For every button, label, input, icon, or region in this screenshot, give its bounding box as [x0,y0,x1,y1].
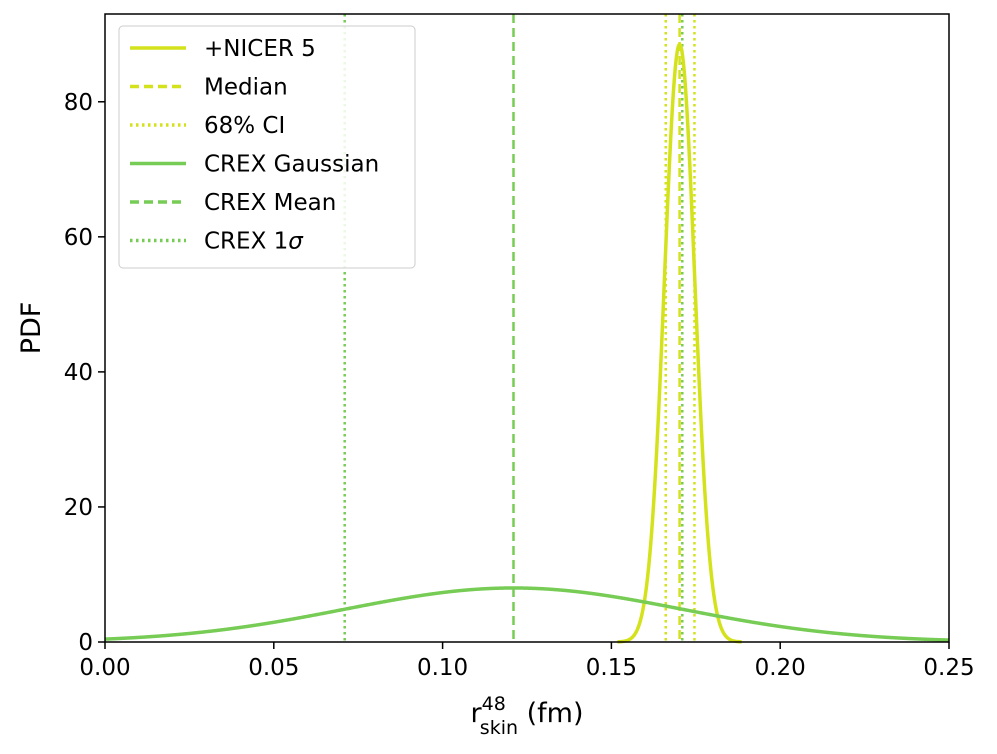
legend-label: CREX 1σ [204,229,304,255]
x-tick-label: 0.05 [248,655,299,681]
y-tick-label: 40 [64,360,93,386]
curve--nicer-5 [616,42,743,644]
x-tick-label: 0.20 [755,655,806,681]
y-tick-label: 60 [64,225,93,251]
x-axis-label-sub: skin [480,717,518,739]
vertical-reference-lines [343,14,696,642]
x-axis-label-sup: 48 [482,693,506,715]
x-axis-label-unit: (fm) [518,698,583,729]
legend-label: Median [204,75,288,101]
x-axis-label: r48 skin (fm) [471,693,584,739]
legend-box [118,25,416,269]
x-tick-label: 0.15 [586,655,637,681]
legend-label: 68% CI [204,113,285,139]
legend-label: CREX Mean [204,190,336,216]
x-tick-label: 0.00 [79,655,130,681]
curve-crex-gaussian [103,586,951,642]
legend-label: +NICER 5 [204,36,316,62]
x-tick-label: 0.10 [417,655,468,681]
pdf-curves [103,42,951,644]
y-axis-label: PDF [16,302,47,355]
legend-label: CREX Gaussian [204,152,379,178]
axes-frame [104,13,950,643]
y-tick-label: 20 [64,495,93,521]
x-tick-label: 0.25 [923,655,974,681]
y-tick-label: 80 [64,90,93,116]
y-axis-ticks: 0 20 40 60 80 [64,90,105,656]
y-tick-label: 0 [78,630,93,656]
x-axis-ticks: 0.00 0.05 0.10 0.15 0.20 0.25 [79,642,975,681]
x-axis-label-main: r [471,698,483,729]
legend: +NICER 5 Median 68% CI CREX Gaussian CREX Me… [118,25,416,269]
